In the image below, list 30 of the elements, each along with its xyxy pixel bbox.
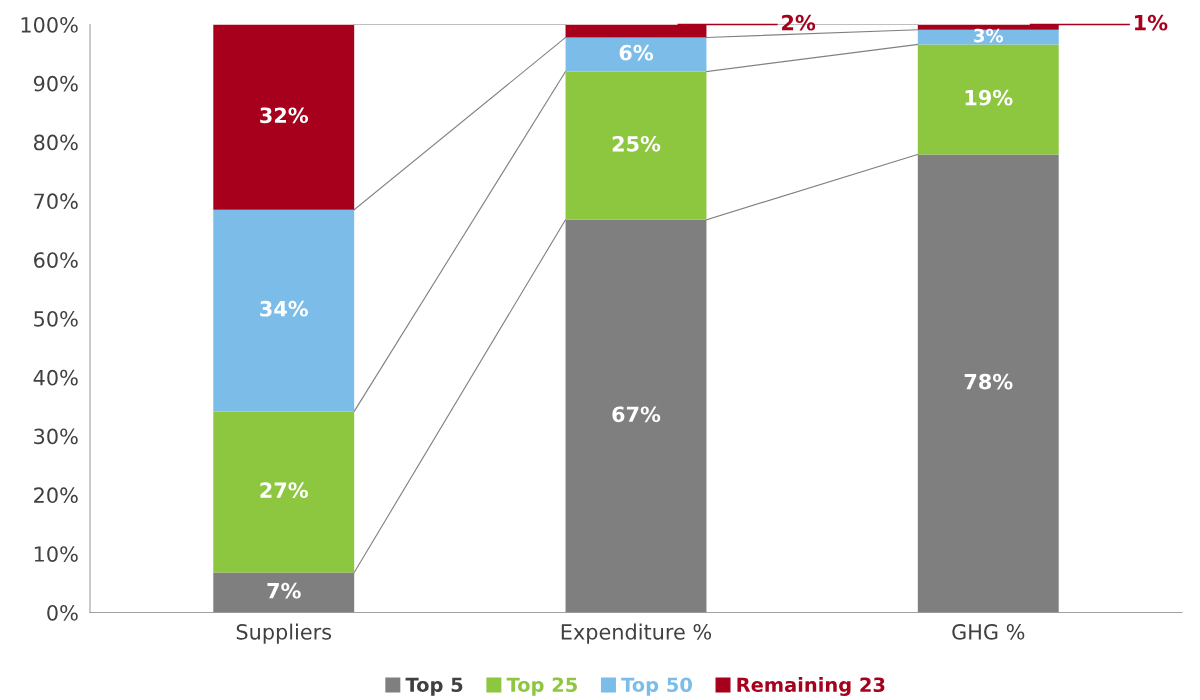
y-tick-label: 30% xyxy=(34,428,78,445)
data-label: 3% xyxy=(974,28,1004,43)
y-tick-label: 40% xyxy=(33,369,78,386)
data-label: 1% xyxy=(1135,14,1168,31)
data-label: 6% xyxy=(619,44,654,61)
y-tick-label: 0% xyxy=(47,604,78,621)
y-tick-label: 20% xyxy=(34,487,78,504)
data-label: 32% xyxy=(260,107,309,124)
y-tick-label: 80% xyxy=(34,134,78,151)
legend-label: Top 25 xyxy=(506,677,577,696)
data-label: 78% xyxy=(964,373,1013,390)
data-label: 25% xyxy=(612,135,661,152)
y-tick-label: 70% xyxy=(34,193,78,210)
x-tick-label: Suppliers xyxy=(236,623,332,644)
data-label: 27% xyxy=(260,482,309,498)
legend-label: Top 5 xyxy=(405,677,463,696)
x-tick-label: GHG % xyxy=(952,623,1025,640)
data-label: 7% xyxy=(267,582,301,599)
data-label: 19% xyxy=(965,89,1013,106)
data-label: 2% xyxy=(782,14,816,31)
legend-label: Top 50 xyxy=(621,677,692,696)
y-tick-label: 60% xyxy=(34,252,78,268)
data-label: 34% xyxy=(260,300,309,317)
y-tick-label: 100% xyxy=(21,16,78,33)
x-tick-label: Expenditure % xyxy=(561,623,712,644)
legend-label: Remaining 23 xyxy=(737,677,885,697)
y-tick-label: 90% xyxy=(33,75,78,92)
y-tick-label: 10% xyxy=(34,546,78,562)
data-label: 67% xyxy=(612,406,661,423)
y-tick-label: 50% xyxy=(34,310,78,327)
